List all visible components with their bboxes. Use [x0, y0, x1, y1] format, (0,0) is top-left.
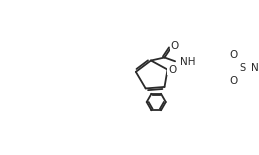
- Text: O: O: [168, 65, 176, 75]
- Text: S: S: [239, 63, 246, 73]
- Text: NH: NH: [180, 57, 196, 67]
- Text: O: O: [229, 50, 238, 60]
- Text: O: O: [170, 41, 178, 51]
- Text: N: N: [251, 63, 258, 73]
- Text: O: O: [229, 76, 238, 86]
